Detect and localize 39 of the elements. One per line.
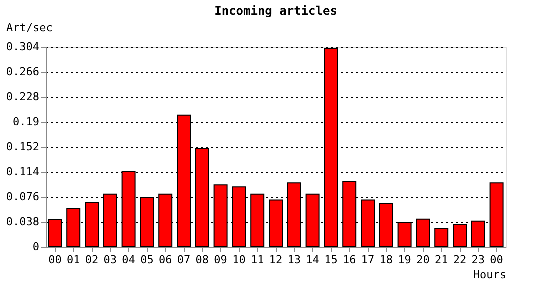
- y-tick-label: 0.038: [6, 216, 40, 228]
- bar: [250, 194, 265, 248]
- x-tick-label: 19: [398, 254, 412, 266]
- y-tick-label: 0.114: [6, 166, 40, 178]
- x-tick-label: 06: [158, 254, 172, 266]
- x-tick-label: 12: [269, 254, 283, 266]
- x-tick-label: 10: [232, 254, 246, 266]
- y-tick-label: 0.266: [6, 66, 40, 78]
- x-tick-label: 00: [490, 254, 504, 266]
- x-tick-label: 14: [306, 254, 320, 266]
- x-tick-label: 16: [342, 254, 356, 266]
- x-tick-label: 04: [122, 254, 136, 266]
- x-tick-label: 20: [416, 254, 430, 266]
- x-tick-label: 15: [324, 254, 338, 266]
- x-tick-label: 22: [453, 254, 467, 266]
- x-tick-label: 13: [288, 254, 302, 266]
- x-tick-label: 09: [214, 254, 228, 266]
- x-tick-label: 18: [380, 254, 394, 266]
- y-tick-label: 0.228: [6, 90, 40, 104]
- x-tick-label: 21: [434, 254, 448, 266]
- y-axis-title: Art/sec: [6, 22, 53, 34]
- x-tick-label: 03: [104, 254, 118, 266]
- x-tick-label: 08: [196, 254, 210, 266]
- x-tick-label: 00: [48, 254, 62, 266]
- y-tick-label: 0.19: [13, 116, 40, 128]
- x-tick-label: 11: [250, 254, 264, 266]
- x-tick-label: 02: [85, 254, 99, 266]
- x-tick-label: 17: [361, 254, 375, 266]
- x-tick-label: 01: [66, 254, 80, 266]
- y-tick-label: 0.304: [6, 40, 40, 54]
- x-axis-title: Hours: [473, 268, 506, 282]
- x-tick-label: 05: [140, 254, 154, 266]
- x-tick-label: 23: [472, 254, 486, 266]
- chart-title: Incoming articles: [214, 4, 338, 18]
- bar: [434, 228, 449, 248]
- y-tick-label: 0.152: [6, 140, 40, 154]
- x-tick-label: 07: [177, 254, 191, 266]
- y-tick-label: 0: [32, 240, 40, 254]
- y-tick-label: 0.076: [6, 190, 40, 204]
